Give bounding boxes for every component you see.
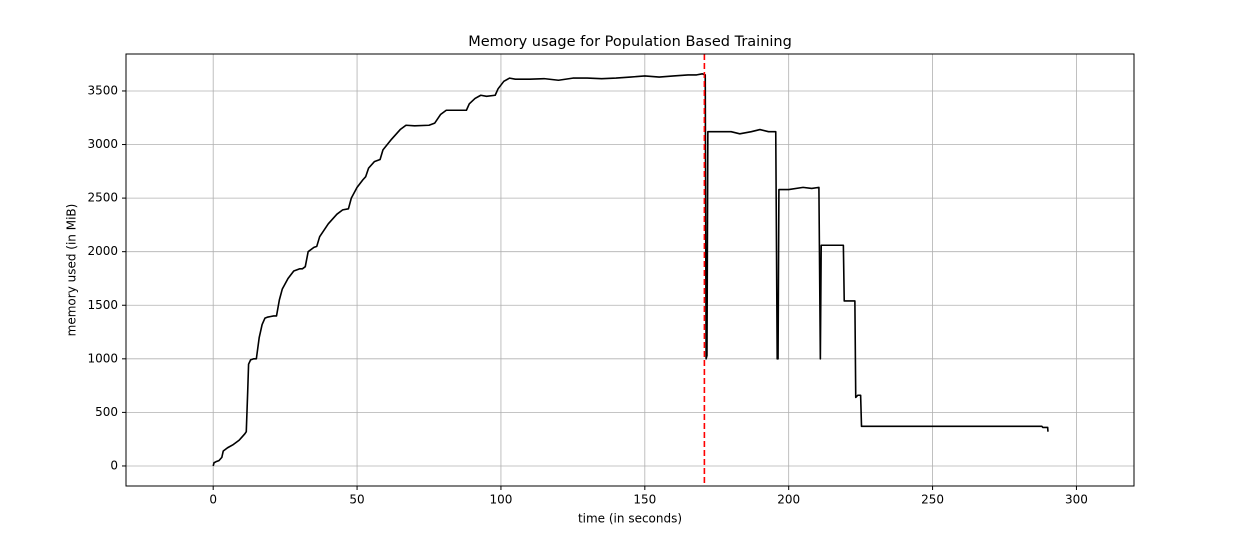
chart-title: Memory usage for Population Based Traini…	[468, 34, 792, 50]
y-tick-label: 1000	[87, 351, 118, 365]
x-tick-label: 0	[209, 493, 217, 507]
x-tick-label: 150	[633, 493, 656, 507]
plot-frame	[125, 53, 1135, 487]
line	[212, 73, 1049, 467]
x-tick-label: 200	[777, 493, 800, 507]
x-tick-label: 50	[349, 493, 364, 507]
x-tick-label: 250	[921, 493, 944, 507]
x-tick-label: 100	[489, 493, 512, 507]
y-tick-label: 3000	[87, 137, 118, 151]
y-axis-label: memory used (in MiB)	[65, 204, 79, 337]
y-tick-label: 2500	[87, 191, 118, 205]
y-tick-label: 3500	[87, 83, 118, 97]
x-axis-label: time (in seconds)	[578, 512, 682, 526]
y-tick-label: 2000	[87, 244, 118, 258]
y-tick-label: 0	[110, 458, 118, 472]
x-tick-label: 300	[1065, 493, 1088, 507]
y-tick-label: 1500	[87, 298, 118, 312]
y-tick-label: 500	[95, 405, 118, 419]
